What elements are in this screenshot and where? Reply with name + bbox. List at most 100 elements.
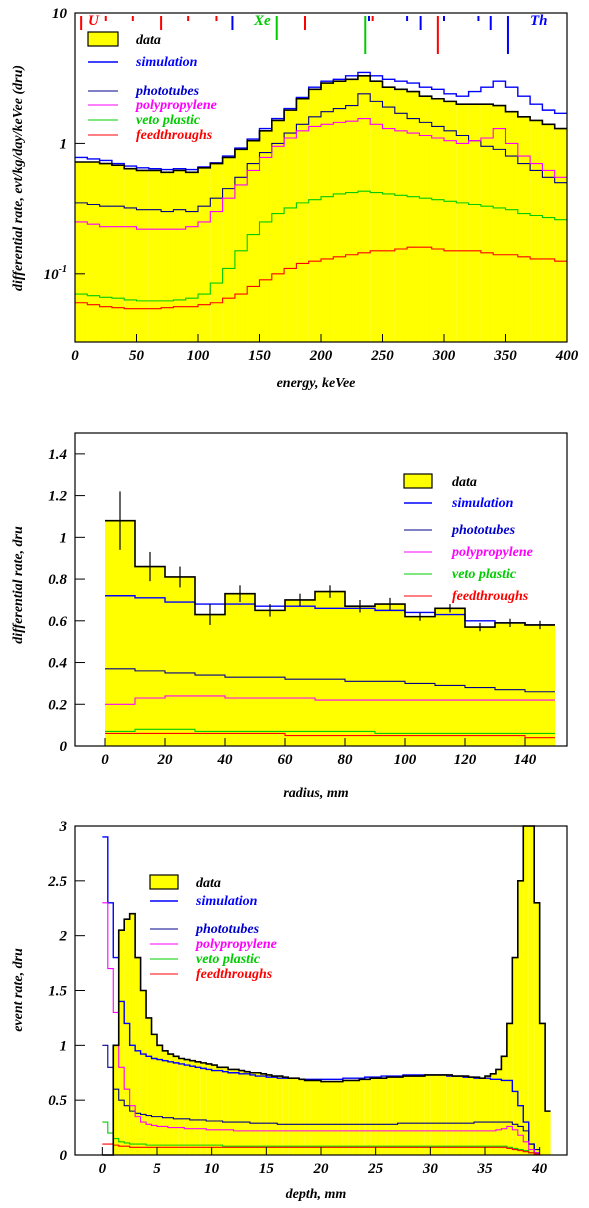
data-bar: [485, 1076, 491, 1155]
legend-label-simulation: simulation: [451, 496, 514, 511]
data-bar: [345, 606, 375, 746]
data-bar: [542, 124, 555, 342]
series-line-phototubes: [75, 93, 567, 213]
legend-label-feedthroughs: feedthroughs: [452, 589, 529, 604]
data-bar: [468, 104, 481, 342]
data-bar: [99, 163, 112, 342]
data-bar: [87, 162, 100, 342]
data-bar: [505, 111, 518, 342]
data-bar: [386, 1077, 393, 1155]
data-bar: [271, 1076, 278, 1155]
data-bar: [523, 826, 529, 1155]
data-bar: [517, 116, 531, 342]
y-tick-label: 0.6: [48, 614, 67, 630]
data-bar: [375, 1078, 382, 1155]
data-bar: [545, 1111, 551, 1155]
y-tick-label: 0: [60, 739, 68, 755]
radius-legend: data simulation phototubes polypropylene…: [403, 473, 533, 604]
radius-x-axis-label: radius, mm: [283, 786, 348, 801]
data-bar: [315, 1080, 321, 1155]
data-bar: [431, 98, 444, 342]
legend-label-phototubes: phototubes: [135, 84, 200, 99]
data-bar: [173, 1056, 179, 1155]
x-tick-label: 40: [217, 752, 234, 768]
series-line-data: [75, 74, 567, 174]
data-bar: [463, 1076, 469, 1155]
y-tick-label: 1.4: [48, 447, 67, 463]
x-tick-label: 35: [477, 1161, 494, 1177]
y-tick-label: 2.5: [47, 874, 67, 890]
data-bar: [465, 627, 495, 746]
x-tick-label: 10: [204, 1161, 220, 1177]
data-bar: [430, 1074, 436, 1155]
legend-label-feedthroughs: feedthroughs: [136, 128, 213, 143]
data-bar: [419, 96, 432, 342]
data-bar: [200, 1062, 207, 1155]
data-bar: [394, 89, 408, 343]
data-bar: [554, 128, 567, 342]
data-bar: [189, 1060, 196, 1155]
data-bar: [195, 1061, 201, 1155]
y-tick-label: 0.8: [48, 572, 67, 588]
data-bar: [348, 1080, 354, 1155]
data-bar: [530, 120, 543, 343]
x-tick-label: 20: [157, 752, 174, 768]
series-line-simulation: [105, 595, 555, 626]
legend-label-veto-plastic: veto plastic: [136, 113, 201, 128]
y-tick-label: 10-1: [44, 264, 67, 283]
data-bar: [234, 149, 248, 342]
data-bar: [255, 1072, 261, 1155]
data-bar: [501, 1056, 507, 1155]
data-bar: [480, 104, 494, 342]
legend-label-simulation: simulation: [195, 894, 258, 909]
legend-swatch-data: [87, 31, 119, 47]
data-bar: [136, 170, 149, 342]
data-bar: [195, 614, 225, 746]
data-bar: [225, 593, 255, 746]
data-bar: [424, 1074, 431, 1155]
x-tick-label: 0: [101, 752, 109, 768]
legend-label-data: data: [452, 475, 477, 490]
x-tick-label: 400: [555, 348, 579, 364]
data-bar: [397, 1077, 403, 1155]
data-bar: [539, 1023, 546, 1155]
data-bar: [304, 1080, 311, 1155]
x-tick-label: 0: [99, 1161, 107, 1177]
data-bar: [413, 1076, 420, 1155]
legend-swatch-data: [149, 874, 179, 890]
series-line-feedthroughs: [102, 1143, 540, 1155]
legend-label-polypropylene: polypropylene: [135, 98, 217, 113]
data-bar: [211, 1065, 218, 1155]
x-tick-label: 80: [338, 752, 354, 768]
x-tick-label: 150: [248, 348, 271, 364]
energy-x-axis-label: energy, keVee: [277, 376, 356, 391]
y-tick-label: 3: [59, 819, 68, 835]
data-bar: [249, 1072, 256, 1155]
data-bar: [288, 1078, 294, 1155]
data-bar: [490, 1073, 496, 1155]
x-tick-label: 15: [259, 1161, 275, 1177]
data-bar: [113, 1045, 119, 1155]
series-line-data: [102, 825, 551, 1156]
data-bar: [129, 913, 136, 1155]
y-tick-label: 1.2: [48, 489, 67, 505]
y-tick-label: 2: [59, 929, 68, 945]
legend-label-polypropylene: polypropylene: [451, 545, 533, 560]
data-bar: [506, 1023, 513, 1155]
legend-label-veto-plastic: veto plastic: [196, 952, 261, 967]
series-line-feedthroughs: [105, 732, 555, 739]
data-bar: [375, 604, 405, 746]
data-bar: [161, 172, 174, 342]
data-bar: [105, 520, 135, 746]
data-bar: [321, 83, 334, 342]
legend-swatch-data: [403, 473, 433, 489]
data-bar: [370, 1078, 376, 1155]
isotope-label-u: U: [88, 13, 100, 29]
x-tick-label: 25: [367, 1161, 384, 1177]
data-bar: [148, 170, 162, 342]
data-bar: [446, 1074, 453, 1155]
data-bar: [345, 79, 358, 343]
data-bar: [495, 622, 525, 746]
data-bar: [310, 1080, 316, 1155]
